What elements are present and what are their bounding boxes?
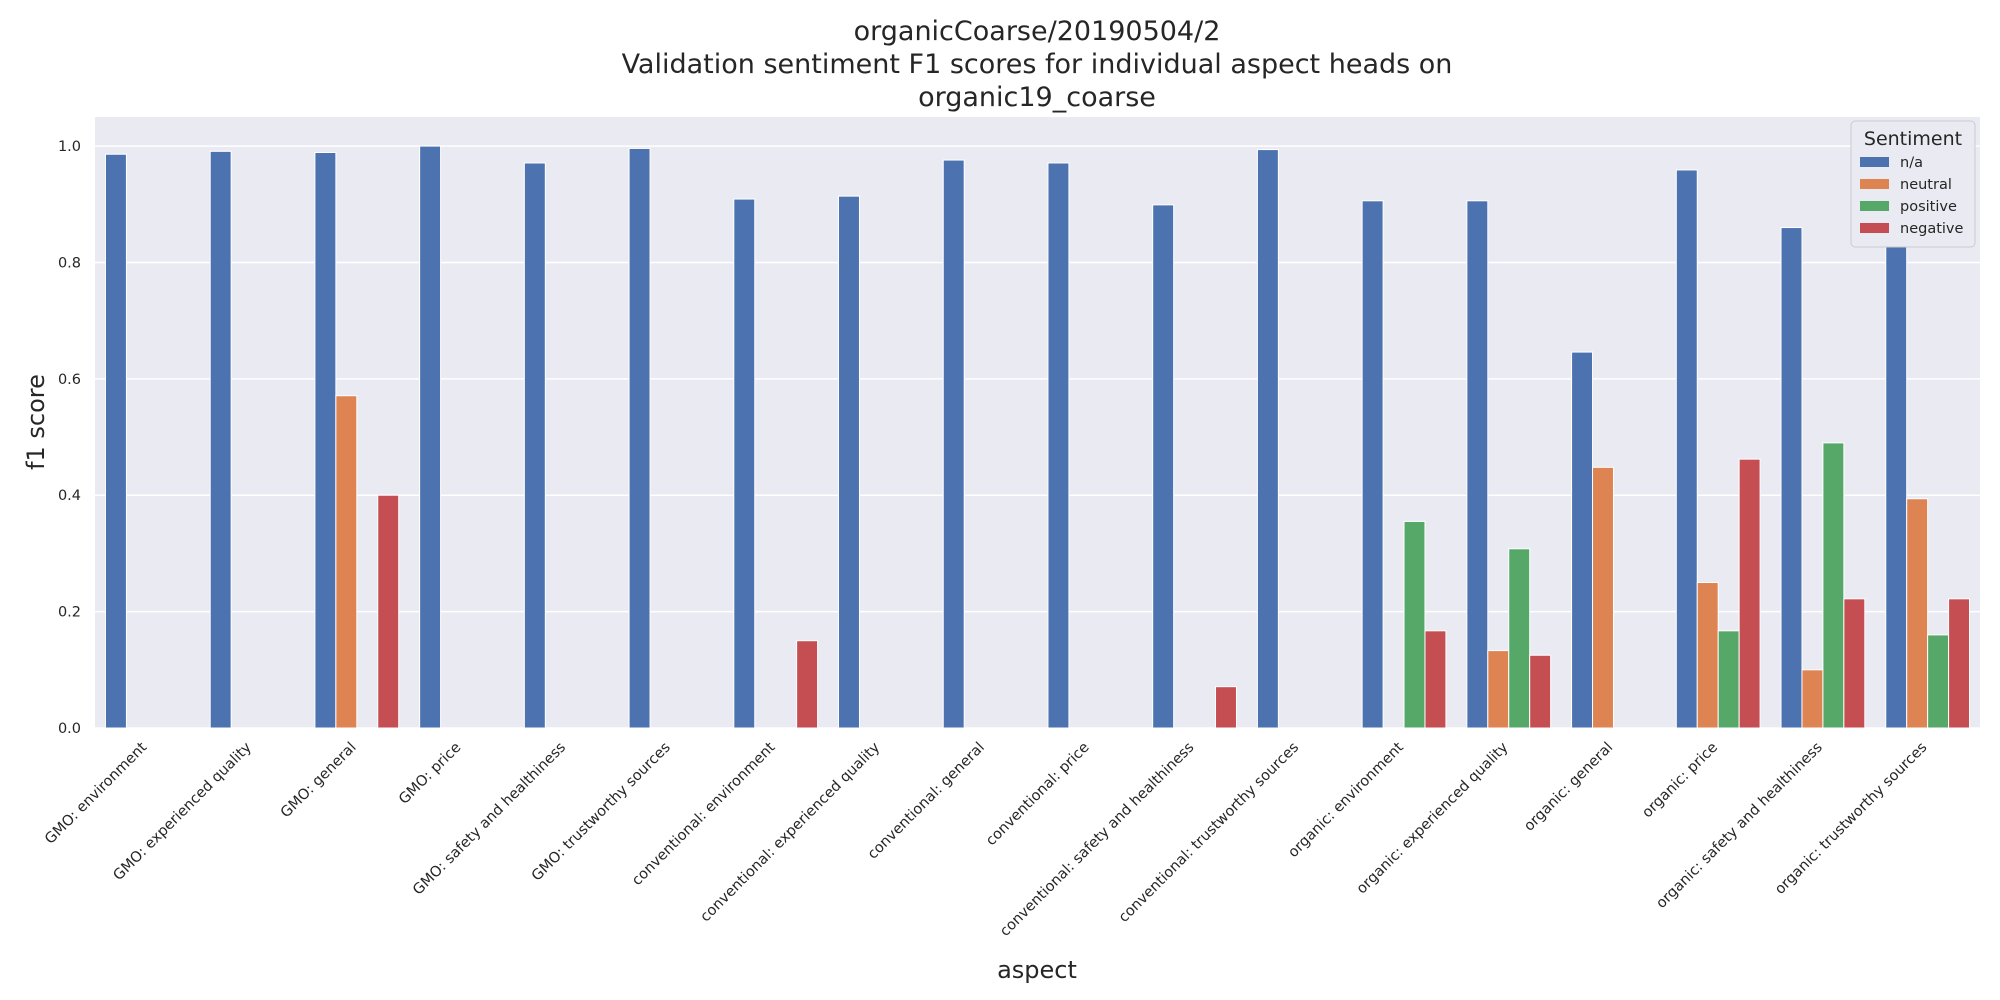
bar-na xyxy=(1780,227,1803,729)
y-tick-label: 0.0 xyxy=(58,721,81,737)
bar-na xyxy=(1675,169,1698,729)
bar-na xyxy=(1466,200,1489,729)
bar-positive xyxy=(1508,548,1531,729)
bar-positive xyxy=(1822,442,1845,729)
bar-na xyxy=(523,162,546,729)
y-tick-label: 0.6 xyxy=(58,372,81,388)
bar-na xyxy=(209,150,232,729)
bar-positive xyxy=(1403,520,1426,729)
x-tick-label: conventional: trustworthy sources xyxy=(1116,740,1302,926)
bar-neutral xyxy=(1696,582,1719,729)
y-tick-label: 0.2 xyxy=(58,605,81,621)
legend-entry-label: negative xyxy=(1900,221,1963,237)
legend-entry-label: neutral xyxy=(1900,177,1952,193)
y-tick-label: 0.4 xyxy=(58,488,81,504)
legend-box xyxy=(1850,120,1976,248)
bar-na xyxy=(1047,162,1070,729)
gridlines xyxy=(95,145,1980,729)
bar-negative xyxy=(377,494,400,729)
legend-title: Sentiment xyxy=(1864,128,1962,150)
x-tick-label: organic: price xyxy=(1639,739,1721,821)
legend-swatch xyxy=(1860,179,1889,189)
legend-swatch xyxy=(1860,223,1889,233)
bar-neutral xyxy=(1801,669,1824,729)
x-tick-label: conventional: experienced quality xyxy=(697,739,883,925)
x-tick-label: conventional: safety and healthiness xyxy=(997,740,1197,940)
legend-entry-label: positive xyxy=(1900,199,1957,215)
y-tick-label: 1.0 xyxy=(58,139,81,155)
x-tick-label: organic: safety and healthiness xyxy=(1653,740,1825,912)
bar-na xyxy=(1885,227,1908,729)
y-axis-label: f1 score xyxy=(22,374,50,470)
legend-entries: n/a neutral positive negative xyxy=(1860,155,1963,237)
bar-positive xyxy=(1927,634,1950,729)
x-axis-label: aspect xyxy=(997,956,1077,984)
legend-entry-label: n/a xyxy=(1900,155,1923,171)
bar-na xyxy=(1152,204,1175,729)
bar-neutral xyxy=(1592,466,1614,729)
bar-negative xyxy=(1843,598,1866,729)
y-tick-labels: 0.0 0.2 0.4 0.6 0.8 1.0 xyxy=(58,139,81,737)
legend-swatch xyxy=(1860,201,1889,211)
bar-na xyxy=(1571,351,1594,729)
bar-na xyxy=(1361,200,1384,729)
bar-neutral xyxy=(1487,650,1510,729)
bar-negative xyxy=(796,640,819,729)
x-tick-label: conventional: price xyxy=(983,739,1093,849)
bar-neutral xyxy=(335,395,358,729)
chart-title-line-1: organicCoarse/20190504/2 xyxy=(854,16,1221,47)
bar-na xyxy=(628,147,651,729)
y-tick-label: 0.8 xyxy=(58,255,81,271)
bar-negative xyxy=(1215,686,1237,729)
chart-title-line-2: Validation sentiment F1 scores for indiv… xyxy=(622,49,1453,80)
bar-negative xyxy=(1738,458,1761,729)
x-tick-label: GMO: environment xyxy=(42,739,150,847)
chart-title: organicCoarse/20190504/2 Validation sent… xyxy=(622,16,1453,113)
bar-na xyxy=(733,198,756,729)
x-tick-label: organic: environment xyxy=(1285,739,1407,861)
x-tick-label: GMO: general xyxy=(278,740,360,822)
x-tick-label: organic: general xyxy=(1521,740,1616,835)
bar-na xyxy=(419,145,442,729)
chart-title-line-3: organic19_coarse xyxy=(918,82,1156,113)
x-tick-label: conventional: general xyxy=(865,740,988,863)
x-tick-label: GMO: price xyxy=(396,739,464,807)
bar-na xyxy=(104,153,127,729)
bar-negative xyxy=(1424,630,1447,729)
plot-area xyxy=(95,117,1980,728)
bar-na xyxy=(1256,149,1279,729)
legend: Sentiment n/a neutral positive negative xyxy=(1850,120,1976,248)
bar-na xyxy=(942,159,965,729)
legend-swatch xyxy=(1860,157,1889,167)
bar-negative xyxy=(1529,654,1552,729)
bar-na xyxy=(314,151,337,729)
bar-neutral xyxy=(1906,498,1929,729)
bar-positive xyxy=(1717,630,1740,729)
bar-negative xyxy=(1948,598,1971,729)
bar-na xyxy=(838,195,860,729)
bars xyxy=(104,145,1971,729)
